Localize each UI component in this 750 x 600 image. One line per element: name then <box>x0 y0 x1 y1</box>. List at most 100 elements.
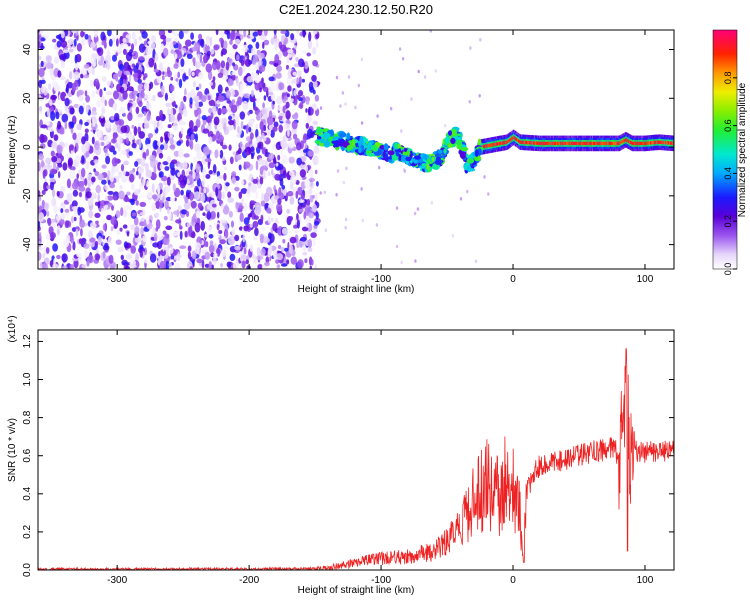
spectrogram-noise-cell <box>215 30 219 36</box>
spectrogram-noise-cell <box>206 36 210 47</box>
spectrogram-band-cell <box>487 144 489 148</box>
spectrogram-noise-cell <box>190 200 197 209</box>
spectrogram-noise-cell <box>117 30 120 33</box>
spectrogram-noise-cell <box>231 176 237 185</box>
spectrogram-noise-cell <box>102 250 106 259</box>
spectrogram-noise-cell <box>249 212 252 218</box>
spectrogram-noise-cell <box>110 80 114 89</box>
spectrogram-noise-cell <box>120 164 125 172</box>
spectrogram-noise-cell <box>38 79 42 89</box>
spectrogram-noise-cell <box>58 171 61 179</box>
spectrogram-band-cell <box>579 141 581 146</box>
spectrogram-noise-cell <box>174 104 178 109</box>
spectrogram-noise-cell <box>39 106 43 112</box>
spectrogram-noise-cell <box>187 185 191 191</box>
spectrogram-noise-cell <box>250 97 257 102</box>
spectrogram-noise-cell <box>261 147 266 155</box>
spectrogram-noise-cell <box>229 88 235 97</box>
spectrogram-noise-cell <box>176 140 182 146</box>
spectrogram-band-cell <box>607 141 610 146</box>
spectrogram-noise-cell <box>200 192 206 203</box>
spectrogram-noise-cell <box>239 92 244 98</box>
spectrogram-band-cell <box>519 140 521 144</box>
spectrogram-noise-cell <box>133 188 140 196</box>
spectrogram-noise-cell <box>125 242 132 249</box>
spectrogram-noise-cell <box>315 39 319 49</box>
spectrogram-noise-cell <box>93 168 96 173</box>
spectrogram-band-cell <box>647 141 650 145</box>
spectrogram-band-cell <box>455 139 462 146</box>
spectrogram-band-cell <box>323 132 330 140</box>
spectrogram-noise-cell <box>319 191 322 195</box>
spectrogram-noise-cell <box>354 105 357 110</box>
spectrogram-noise-cell <box>248 182 252 187</box>
spectrogram-noise-cell <box>174 141 177 145</box>
spectrogram-noise-cell <box>97 47 104 57</box>
spectrogram-band-cell <box>634 141 636 146</box>
spectrogram-band-cell <box>608 141 611 146</box>
spectrogram-noise-cell <box>96 100 102 108</box>
spectrogram-noise-cell <box>250 183 257 194</box>
spectrogram-noise-cell <box>168 210 172 221</box>
spectrogram-noise-cell <box>307 238 312 249</box>
spectrogram-noise-cell <box>177 71 181 79</box>
spectrogram-noise-cell <box>255 160 259 171</box>
spectrogram-noise-cell <box>155 115 161 122</box>
spectrogram-band-cell <box>426 162 430 170</box>
spectrogram-noise-cell <box>280 263 288 267</box>
spectrogram-noise-cell <box>214 124 218 130</box>
spectrogram-noise-cell <box>162 47 169 57</box>
spectrogram-noise-cell <box>220 263 224 268</box>
spectrogram-noise-cell <box>56 144 63 154</box>
spectrogram-noise-cell <box>142 76 146 81</box>
spectrogram-noise-cell <box>177 205 182 211</box>
spectrogram-band-cell <box>544 141 546 146</box>
spectrogram-noise-cell <box>146 102 152 110</box>
spectrogram-noise-cell <box>163 215 168 221</box>
spectrogram-noise-cell <box>273 62 279 67</box>
spectrogram-noise-cell <box>221 203 224 211</box>
spectrogram-noise-cell <box>272 100 276 105</box>
spectrogram-noise-cell <box>229 102 234 109</box>
spectrogram-noise-cell <box>178 174 184 184</box>
spectrogram-noise-cell <box>61 113 69 123</box>
spectrogram-noise-cell <box>96 129 103 138</box>
spectrogram-noise-cell <box>63 49 69 54</box>
spectrogram-noise-cell <box>163 236 170 246</box>
spectrogram-noise-cell <box>116 230 121 236</box>
spectrogram-noise-cell <box>180 68 186 73</box>
spectrogram-noise-cell <box>79 219 85 228</box>
spectrogram-noise-cell <box>78 95 84 102</box>
spectrogram-noise-cell <box>319 106 323 110</box>
spectrogram-noise-cell <box>131 212 137 217</box>
spectrogram-noise-cell <box>243 93 250 99</box>
spectrogram-noise-cell <box>190 32 195 40</box>
spectrogram-noise-cell <box>152 194 158 200</box>
spectrogram-noise-cell <box>224 30 230 35</box>
spectrogram-noise-cell <box>221 75 229 81</box>
spectrogram-band-cell <box>667 141 670 145</box>
spectrogram-noise-cell <box>232 151 237 156</box>
spectrogram-noise-cell <box>252 100 256 109</box>
spectrogram-noise-cell <box>130 183 135 190</box>
spectrogram-noise-cell <box>306 115 312 123</box>
spectrogram-noise-cell <box>305 99 310 105</box>
spectrogram-band-cell <box>359 135 364 143</box>
spectrogram-noise-cell <box>178 149 184 159</box>
spectrogram-noise-cell <box>400 129 403 133</box>
spectrogram-noise-cell <box>91 136 95 145</box>
spectrogram-noise-cell <box>273 30 277 35</box>
spectrogram-noise-cell <box>215 186 219 197</box>
spectrogram-noise-cell <box>64 121 68 130</box>
spectrogram-noise-cell <box>172 41 177 45</box>
spectrogram-noise-cell <box>147 40 153 45</box>
spectrogram-noise-cell <box>288 98 295 103</box>
spectrogram-noise-cell <box>83 249 88 259</box>
spectrogram-noise-cell <box>234 38 241 46</box>
spectrogram-noise-cell <box>413 211 417 216</box>
spectrogram-band-cell <box>572 141 575 146</box>
spectrogram-noise-cell <box>314 169 318 175</box>
spectrogram-noise-cell <box>221 100 227 106</box>
spectrogram-noise-cell <box>309 265 313 269</box>
spectrogram-noise-cell <box>202 128 210 134</box>
